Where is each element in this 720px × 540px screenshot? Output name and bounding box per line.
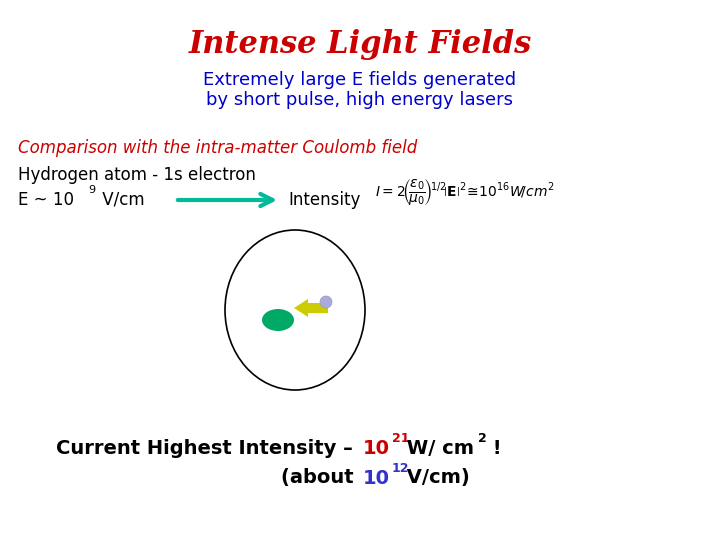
Text: Intense Light Fields: Intense Light Fields	[189, 30, 531, 60]
Text: Hydrogen atom - 1s electron: Hydrogen atom - 1s electron	[18, 166, 256, 184]
Text: 12: 12	[392, 462, 410, 475]
Text: Extremely large E fields generated: Extremely large E fields generated	[204, 71, 516, 89]
Text: 2: 2	[478, 431, 487, 444]
Text: Intensity: Intensity	[288, 191, 361, 209]
Polygon shape	[294, 299, 308, 317]
Text: (about: (about	[281, 469, 360, 488]
Text: 9: 9	[88, 185, 95, 195]
Text: $I = 2\!\left(\!\dfrac{\varepsilon_0}{\mu_0}\!\right)^{\!1/2}\!\left|\mathbf{E}\: $I = 2\!\left(\!\dfrac{\varepsilon_0}{\m…	[375, 177, 554, 207]
Text: 21: 21	[392, 431, 410, 444]
Circle shape	[320, 296, 332, 308]
Text: !: !	[486, 438, 502, 457]
Polygon shape	[308, 303, 328, 313]
Text: Current Highest Intensity –: Current Highest Intensity –	[56, 438, 360, 457]
Text: V/cm: V/cm	[97, 191, 145, 209]
Text: 10: 10	[363, 469, 390, 488]
Text: 10: 10	[363, 438, 390, 457]
Text: E ~ 10: E ~ 10	[18, 191, 74, 209]
Text: Comparison with the intra-matter Coulomb field: Comparison with the intra-matter Coulomb…	[18, 139, 418, 157]
Text: V/cm): V/cm)	[400, 469, 469, 488]
Text: by short pulse, high energy lasers: by short pulse, high energy lasers	[207, 91, 513, 109]
Ellipse shape	[262, 309, 294, 331]
Text: W/ cm: W/ cm	[400, 438, 474, 457]
